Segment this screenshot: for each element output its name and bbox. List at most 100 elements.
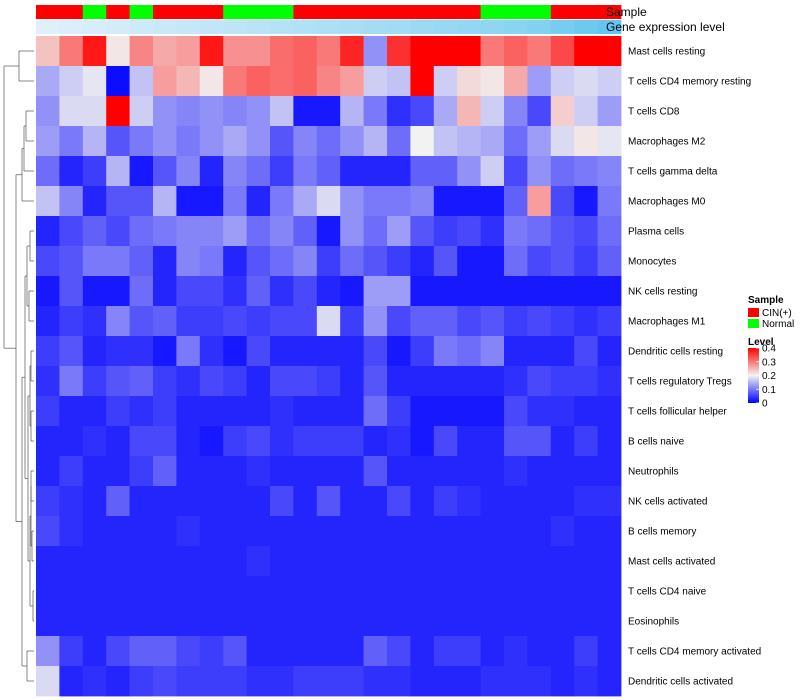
heatmap-cell [597, 456, 622, 487]
heatmap-cell [129, 546, 154, 577]
heatmap-cell [293, 456, 318, 487]
heatmap-cell [106, 666, 130, 697]
heatmap-cell [574, 516, 598, 547]
heatmap-cell [153, 576, 177, 607]
heatmap-cell [199, 486, 224, 517]
heatmap-cell [504, 36, 528, 67]
heatmap-cell [574, 156, 598, 187]
heatmap-cell [129, 276, 154, 307]
heatmap-cell [223, 126, 247, 157]
heatmap-cell [504, 366, 528, 397]
heatmap-cell [574, 216, 598, 247]
heatmap-cell [410, 96, 435, 127]
heatmap-cell [82, 426, 107, 457]
heatmap-cell [59, 366, 84, 397]
heatmap-cell [293, 366, 318, 397]
row-label: Eosinophils [628, 617, 679, 628]
heatmap-cell [363, 666, 388, 697]
row-label: T cells CD4 memory activated [628, 647, 761, 658]
heatmap-cell [153, 276, 177, 307]
heatmap-cell [316, 426, 341, 457]
heatmap-cell [574, 126, 598, 157]
expression-annotation-cell [293, 20, 318, 34]
heatmap-cell [340, 306, 364, 337]
heatmap-cell [59, 636, 84, 667]
heatmap-cell [527, 636, 552, 667]
heatmap-cell [480, 276, 505, 307]
heatmap-cell [59, 66, 84, 97]
heatmap-cell [199, 186, 224, 217]
heatmap-cell [527, 216, 552, 247]
heatmap-cell [153, 306, 177, 337]
heatmap-cell [106, 246, 130, 277]
row-dendrogram [3, 50, 34, 682]
heatmap-cell [504, 336, 528, 367]
heatmap-cell [504, 96, 528, 127]
heatmap-cell [270, 426, 294, 457]
heatmap-cell [153, 246, 177, 277]
heatmap-cell [293, 516, 318, 547]
heatmap-cell [59, 426, 84, 457]
heatmap-cell [129, 246, 154, 277]
heatmap-cell [246, 576, 271, 607]
heatmap-cell [246, 666, 271, 697]
heatmap-cell [340, 156, 364, 187]
heatmap-cell [36, 66, 60, 97]
heatmap-cell [574, 636, 598, 667]
heatmap-cell [316, 516, 341, 547]
heatmap-cell [293, 276, 318, 307]
legend-sample-title: Sample [748, 295, 784, 306]
heatmap-cell [597, 186, 622, 217]
legend-swatch-cin [748, 308, 759, 317]
heatmap-cell [433, 426, 458, 457]
heatmap-cell [574, 576, 598, 607]
heatmap-cell [363, 426, 388, 457]
heatmap-cell [433, 366, 458, 397]
row-labels: Mast cells resting T cells CD4 memory res… [628, 47, 761, 688]
heatmap-cell [153, 366, 177, 397]
heatmap-cell [550, 336, 575, 367]
legend-swatch-normal [748, 319, 759, 328]
heatmap-cell [387, 306, 411, 337]
heatmap-cell [36, 186, 60, 217]
heatmap-cell [550, 486, 575, 517]
heatmap-cell [433, 216, 458, 247]
heatmap-cell [433, 126, 458, 157]
heatmap-cell [574, 96, 598, 127]
heatmap-cell [316, 36, 341, 67]
heatmap-cell [480, 576, 505, 607]
sample-annotation-cell [410, 5, 435, 19]
heatmap-cell [82, 366, 107, 397]
heatmap-cell [153, 636, 177, 667]
heatmap-cell [480, 486, 505, 517]
heatmap-cell [129, 426, 154, 457]
sample-annotation-cell [387, 5, 411, 19]
heatmap-cell [293, 216, 318, 247]
heatmap-cell [270, 456, 294, 487]
heatmap-cell [457, 126, 481, 157]
heatmap-cell [270, 336, 294, 367]
heatmap-cell [574, 396, 598, 427]
sample-annotation-cell [527, 5, 552, 19]
row-label: B cells naive [628, 437, 685, 448]
sample-annotation-cell [433, 5, 458, 19]
heatmap-cell [199, 336, 224, 367]
sample-annotation-cell [457, 5, 481, 19]
heatmap-cell [433, 396, 458, 427]
heatmap-cell [574, 606, 598, 637]
heatmap-cell [363, 486, 388, 517]
row-label: T cells gamma delta [628, 167, 718, 178]
heatmap-cell [106, 66, 130, 97]
heatmap-cell [363, 396, 388, 427]
expression-annotation-cell [363, 20, 388, 34]
heatmap-cell [199, 66, 224, 97]
heatmap-cell [106, 516, 130, 547]
heatmap-cell [59, 396, 84, 427]
heatmap-cell [246, 546, 271, 577]
heatmap-cell [36, 666, 60, 697]
heatmap-cell [597, 576, 622, 607]
heatmap-cell [433, 606, 458, 637]
heatmap-cell [410, 216, 435, 247]
heatmap-cell [246, 606, 271, 637]
heatmap-cell [129, 366, 154, 397]
